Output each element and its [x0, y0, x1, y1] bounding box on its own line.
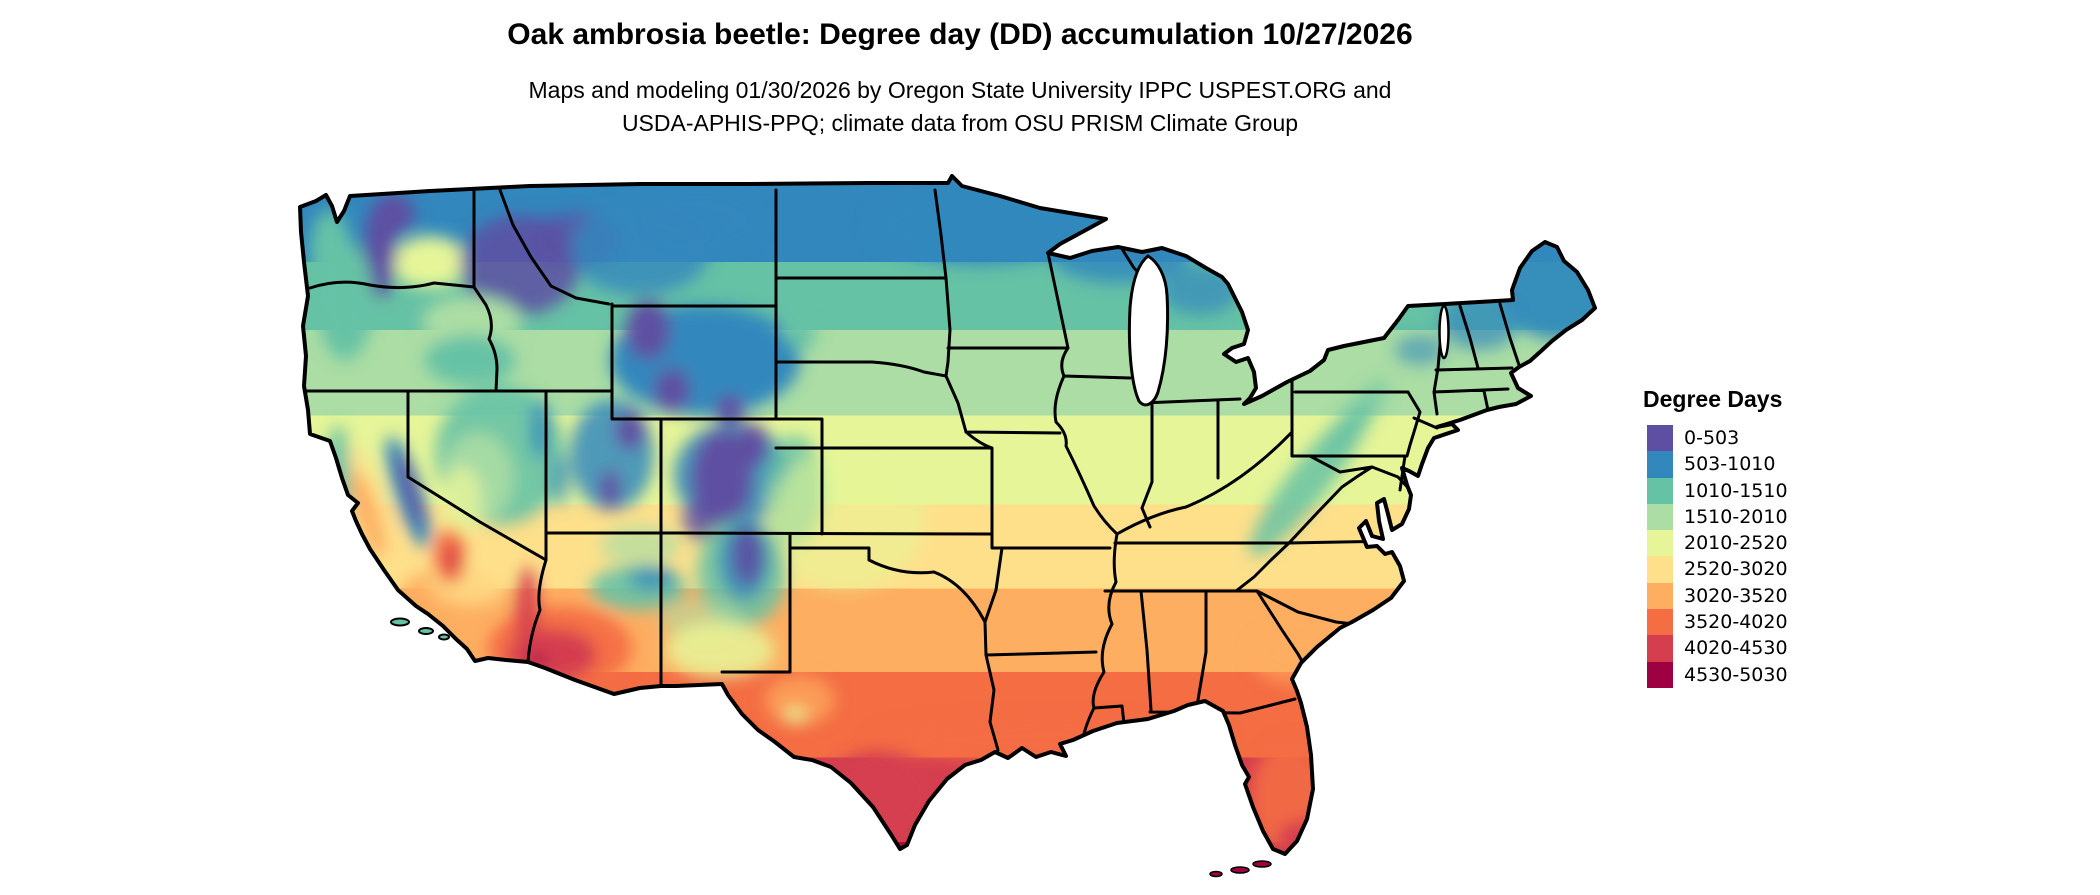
legend-row: 3020-3520 — [1647, 582, 1883, 610]
legend-row: 2010-2520 — [1647, 530, 1883, 557]
legend-row: 2520-3020 — [1647, 556, 1883, 583]
legend-swatch — [1647, 530, 1673, 557]
legend-swatch — [1647, 635, 1673, 662]
legend-row: 503-1010 — [1647, 451, 1883, 478]
map-subtitle: Maps and modeling 01/30/2026 by Oregon S… — [280, 74, 1640, 140]
florida-keys — [1209, 860, 1272, 878]
legend-label: 1510-2010 — [1684, 505, 1788, 528]
legend-swatch — [1647, 425, 1673, 452]
legend-swatch — [1647, 609, 1673, 636]
legend-row: 4530-5030 — [1647, 661, 1883, 688]
legend-label: 4020-4530 — [1684, 637, 1788, 660]
legend-label: 4530-5030 — [1684, 663, 1788, 686]
legend-label: 2520-3020 — [1684, 558, 1788, 581]
map-header: Oak ambrosia beetle: Degree day (DD) acc… — [280, 0, 1640, 140]
legend-swatch — [1647, 451, 1673, 478]
legend-row: 1010-1510 — [1647, 477, 1883, 504]
lake-champlain — [1438, 304, 1450, 360]
legend-swatch — [1647, 503, 1673, 531]
legend-row: 1510-2010 — [1647, 503, 1883, 531]
legend-rows: 0-503 503-1010 1010-1510 1510-2010 2010-… — [1647, 425, 1883, 688]
legend-title: Degree Days — [1643, 386, 1783, 412]
legend-label: 0-503 — [1684, 427, 1740, 449]
channel-islands — [390, 617, 450, 641]
legend-swatch — [1647, 556, 1673, 583]
lake-michigan — [1127, 254, 1170, 407]
legend-swatch — [1647, 661, 1673, 688]
legend-row: 0-503 — [1647, 425, 1883, 452]
state-borders — [304, 188, 1521, 764]
legend-swatch — [1647, 477, 1673, 504]
legend-row: 4020-4530 — [1647, 635, 1883, 662]
us-degree-day-map — [298, 174, 1597, 878]
map-subtitle-line2: USDA-APHIS-PPQ; climate data from OSU PR… — [621, 110, 1299, 136]
legend-swatch — [1647, 582, 1673, 610]
map-title: Oak ambrosia beetle: Degree day (DD) acc… — [507, 18, 1413, 51]
climate-pattern-layer — [310, 185, 1595, 854]
legend-label: 503-1010 — [1684, 453, 1776, 476]
map-area — [280, 163, 1650, 890]
legend-label: 2010-2520 — [1684, 532, 1788, 555]
map-subtitle-line1: Maps and modeling 01/30/2026 by Oregon S… — [528, 77, 1392, 103]
legend-label: 1010-1510 — [1684, 479, 1788, 502]
legend-row: 3520-4020 — [1647, 609, 1883, 636]
degree-days-legend: Degree Days 0-503 503-1010 1010-1510 151… — [1643, 386, 1883, 688]
legend-label: 3520-4020 — [1684, 611, 1788, 634]
legend-label: 3020-3520 — [1684, 584, 1788, 607]
